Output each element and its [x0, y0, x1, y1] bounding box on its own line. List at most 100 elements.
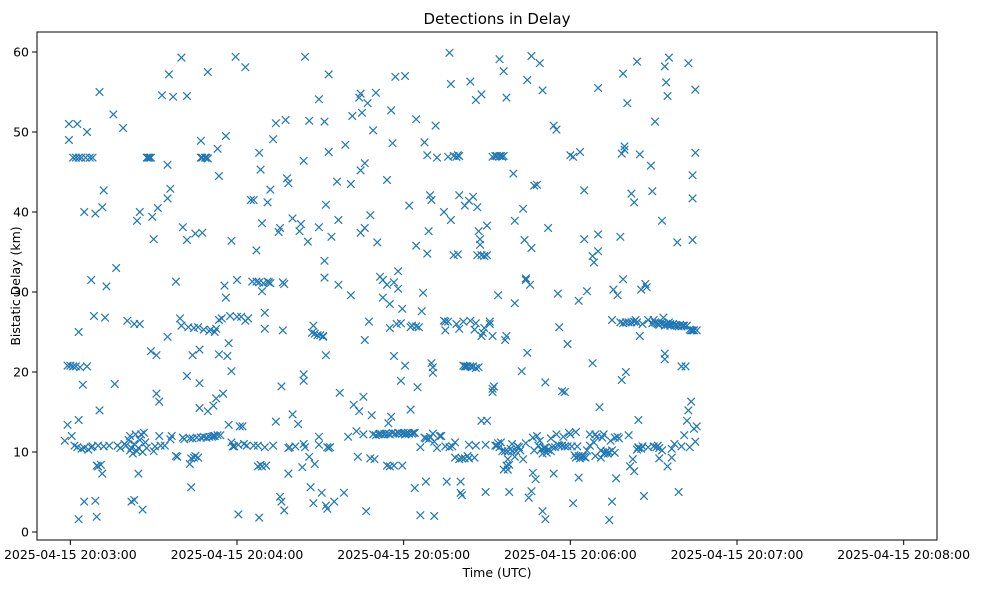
data-point	[102, 282, 111, 291]
data-point	[629, 198, 639, 207]
data-point	[224, 338, 233, 348]
data-point	[661, 78, 671, 87]
data-point	[177, 53, 186, 62]
data-point	[503, 465, 513, 474]
data-point	[450, 438, 460, 447]
data-point	[281, 115, 290, 125]
data-point	[677, 362, 686, 371]
data-point	[163, 194, 172, 203]
data-point	[91, 209, 100, 218]
data-point	[629, 466, 639, 476]
data-point	[489, 382, 499, 391]
data-point	[579, 186, 589, 195]
data-point	[495, 54, 504, 64]
data-point	[309, 498, 318, 508]
data-point	[177, 321, 186, 330]
data-point	[152, 350, 161, 360]
data-point	[574, 473, 583, 482]
data-point	[60, 436, 70, 446]
data-point	[425, 190, 435, 200]
data-point	[232, 312, 242, 322]
data-point	[306, 482, 315, 492]
data-point	[98, 202, 107, 212]
data-point	[499, 66, 508, 76]
data-point	[385, 323, 395, 333]
data-point	[638, 319, 647, 329]
data-point	[359, 430, 368, 439]
data-point	[541, 514, 550, 524]
data-point	[364, 317, 374, 326]
data-point	[614, 434, 624, 443]
data-point	[74, 415, 83, 425]
data-point	[456, 477, 465, 486]
data-point	[527, 51, 536, 61]
data-point	[256, 165, 265, 174]
data-point	[391, 72, 400, 82]
data-point	[648, 186, 657, 196]
data-point	[446, 215, 456, 225]
data-point	[404, 201, 414, 210]
data-point	[692, 326, 701, 335]
data-point	[632, 318, 642, 327]
data-point	[75, 362, 85, 372]
y-tick-label: 50	[13, 125, 29, 140]
data-point	[95, 87, 104, 97]
data-point	[79, 497, 89, 506]
data-point	[360, 223, 370, 233]
data-point	[470, 325, 479, 334]
data-point	[221, 293, 231, 302]
data-point	[356, 89, 365, 98]
data-point	[410, 428, 420, 438]
data-point	[241, 62, 250, 72]
data-point	[507, 439, 517, 449]
data-point	[482, 221, 492, 230]
y-tick-label: 60	[13, 45, 29, 60]
data-point	[386, 412, 396, 422]
data-point	[235, 422, 245, 431]
data-point	[423, 150, 432, 160]
y-tick-label: 40	[13, 205, 29, 220]
data-point	[607, 315, 617, 325]
data-point	[199, 325, 208, 334]
data-point	[146, 346, 156, 356]
data-point	[168, 92, 178, 102]
data-point	[478, 328, 488, 338]
data-point	[593, 246, 603, 256]
data-point	[271, 118, 281, 128]
data-point	[232, 275, 242, 285]
data-point	[242, 441, 251, 450]
data-point	[473, 202, 482, 212]
data-point	[193, 322, 203, 332]
data-point	[639, 491, 649, 501]
data-point	[109, 110, 118, 119]
data-point	[398, 304, 407, 314]
data-point	[563, 339, 572, 349]
data-point	[538, 86, 547, 95]
data-point	[604, 515, 614, 525]
data-point	[142, 153, 151, 162]
data-point	[563, 442, 572, 451]
data-point	[228, 442, 238, 451]
data-point	[260, 308, 270, 318]
data-point	[77, 444, 86, 454]
data-point	[88, 153, 97, 162]
data-point	[92, 512, 101, 522]
data-point	[684, 406, 693, 415]
data-point	[68, 362, 78, 371]
data-point	[209, 401, 218, 410]
data-point	[74, 514, 83, 524]
data-point	[195, 345, 204, 354]
data-point	[471, 318, 481, 328]
data-point	[227, 236, 236, 246]
data-point	[463, 451, 472, 461]
data-point	[411, 114, 421, 124]
data-point	[663, 91, 672, 101]
data-point	[688, 170, 697, 180]
data-point	[566, 150, 575, 160]
data-point	[429, 511, 439, 521]
data-point	[185, 459, 195, 469]
data-point	[231, 52, 240, 62]
data-point	[389, 278, 399, 287]
data-point	[67, 431, 76, 441]
